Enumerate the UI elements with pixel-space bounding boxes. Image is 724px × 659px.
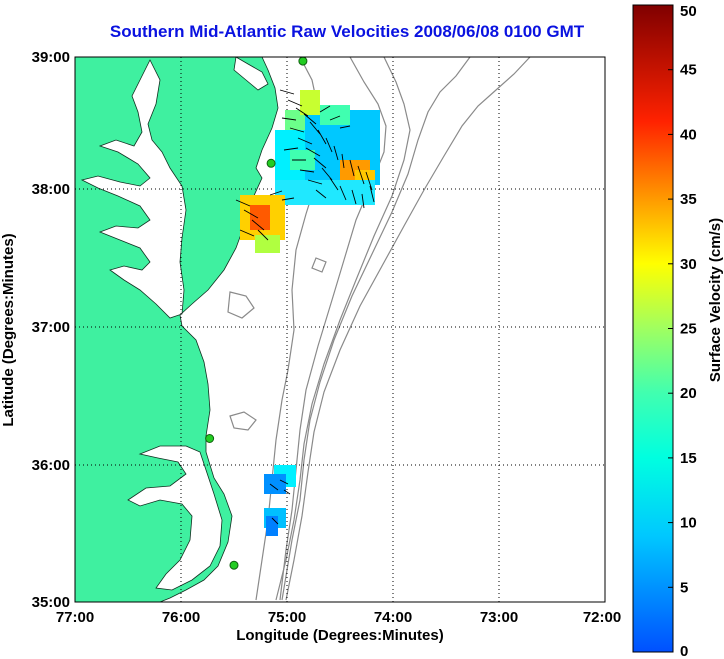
station-marker — [229, 560, 239, 570]
y-tick-label: 35:00 — [32, 594, 70, 611]
station-marker — [298, 57, 308, 66]
colorbar-tick-label: 10 — [680, 515, 697, 532]
colorbar-tick-label: 5 — [680, 579, 688, 596]
colorbar-tick-label: 50 — [680, 3, 697, 20]
x-tick-label: 74:00 — [374, 609, 412, 626]
colorbar-tick-label: 30 — [680, 256, 697, 273]
x-tick-label: 76:00 — [162, 609, 200, 626]
x-tick-label: 73:00 — [480, 609, 518, 626]
x-ticks: 77:00 76:00 75:00 74:00 73:00 72:00 — [56, 609, 621, 626]
x-axis-label: Longitude (Degrees:Minutes) — [236, 627, 444, 644]
pamlico-sound — [127, 445, 223, 591]
delaware-bay — [233, 57, 269, 91]
hf-radar-stations — [205, 57, 308, 570]
station-marker — [266, 158, 276, 168]
y-axis-label: Latitude (Degrees:Minutes) — [0, 233, 17, 426]
y-tick-label: 37:00 — [32, 319, 70, 336]
colorbar-tick-label: 0 — [680, 643, 688, 659]
colorbar-tick-label: 40 — [680, 126, 697, 143]
colorbar-tick-label: 15 — [680, 450, 697, 467]
velocity-field-north — [240, 90, 380, 253]
x-tick-label: 77:00 — [56, 609, 94, 626]
colorbar-tick-label: 20 — [680, 385, 697, 402]
y-tick-label: 38:00 — [32, 181, 70, 198]
y-tick-label: 39:00 — [32, 49, 70, 66]
map-border — [74, 56, 606, 603]
colorbar — [632, 4, 674, 653]
colorbar-tick-label: 25 — [680, 321, 697, 338]
colorbar-label: Surface Velocity (cm/s) — [707, 218, 724, 382]
colorbar-tick-label: 35 — [680, 191, 697, 208]
colorbar-tick-label: 45 — [680, 62, 697, 79]
x-tick-label: 72:00 — [583, 609, 621, 626]
map-title: Southern Mid-Atlantic Raw Velocities 200… — [109, 22, 585, 41]
x-tick-label: 75:00 — [268, 609, 306, 626]
chesapeake-bay — [80, 59, 187, 319]
map-grid — [75, 57, 605, 602]
velocity-vectors — [235, 89, 375, 525]
y-ticks: 39:00 38:00 37:00 36:00 35:00 — [32, 49, 70, 611]
y-tick-label: 36:00 — [32, 457, 70, 474]
station-marker — [205, 434, 215, 443]
